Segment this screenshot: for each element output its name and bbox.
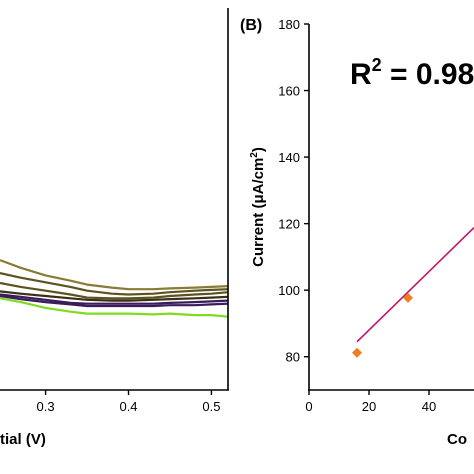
- panel-a-x-tick-label: 0.5: [202, 399, 220, 414]
- panel-b-y-tick-label: 80: [286, 350, 300, 365]
- panel-b-y-tick-label: 100: [278, 283, 300, 298]
- panel-b-y-tick-label: 120: [278, 217, 300, 232]
- panel-a-x-tick-label: 0.4: [119, 399, 137, 414]
- panel-b-x-tick-label: 0: [305, 399, 312, 414]
- panel-b-y-axis-title-sup: 2: [249, 152, 260, 158]
- panel-b-y-tick-label: 180: [278, 17, 300, 32]
- panel-b-y-axis-title: Current (μA/cm2): [249, 147, 267, 267]
- panel-a-x-axis-title: tial (V): [0, 431, 46, 448]
- panel-b-data-point: [403, 292, 413, 303]
- panel-a-series-line-7: [0, 259, 229, 291]
- panel-a-x-ticks: 0.3 0.4 0.5: [37, 390, 220, 414]
- panel-b-data-point: [352, 347, 362, 358]
- panel-b-y-tick-label: 140: [278, 150, 300, 165]
- panel-a-series-line-2: [0, 294, 229, 308]
- panel-a-series-line-4: [0, 290, 229, 302]
- panel-b-x-ticks: 0 20 40: [305, 390, 436, 414]
- panel-a-series-group: [0, 259, 229, 318]
- panel-b: (B) 80 100 120 140 160 180 0 20 40 Current (μA/…: [240, 17, 474, 448]
- panel-b-label: (B): [240, 17, 262, 34]
- panel-a-series-line-5: [0, 281, 229, 300]
- panel-b-x-tick-label: 40: [422, 399, 436, 414]
- panel-b-x-tick-label: 20: [362, 399, 376, 414]
- panel-a-series-line-6: [0, 272, 229, 296]
- panel-b-y-axis-title-main: Current (μA/cm: [250, 158, 267, 267]
- panel-b-y-ticks: 80 100 120 140 160 180: [278, 17, 309, 365]
- panel-b-y-tick-label: 160: [278, 84, 300, 99]
- r-squared-exponent: 2: [372, 55, 382, 75]
- r-squared-annotation: R2 = 0.98: [350, 55, 474, 91]
- panel-b-fit-line: [356, 227, 474, 343]
- r-squared-value: = 0.98: [382, 58, 474, 91]
- panel-a-series-line-1: [0, 297, 229, 318]
- panel-b-y-axis-title-close: ): [250, 147, 267, 152]
- panel-a: 0.3 0.4 0.5 tial (V): [0, 8, 229, 448]
- panel-a-series-line-3: [0, 293, 229, 305]
- r-squared-base: R: [350, 58, 372, 91]
- panel-a-x-tick-label: 0.3: [37, 399, 55, 414]
- panel-b-marks: [352, 227, 474, 358]
- panel-b-x-axis-title: Co: [447, 431, 467, 448]
